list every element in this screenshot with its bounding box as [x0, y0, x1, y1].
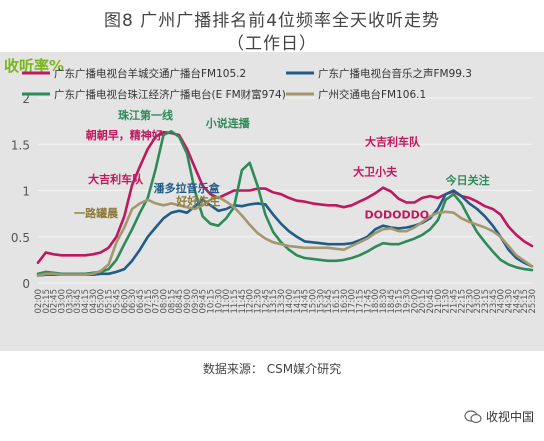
- chart-panel: [0, 52, 544, 351]
- x-tick-label: 16:15: [332, 289, 342, 314]
- annotation-label: 小说连播: [205, 116, 251, 130]
- x-tick-label: 09:30: [191, 289, 201, 314]
- y-tick-label: 2: [22, 92, 30, 106]
- x-tick-label: 12:45: [261, 289, 271, 314]
- annotation-label: 大吉利车队: [88, 172, 144, 186]
- x-tick-label: 06:30: [128, 289, 138, 314]
- legend-entry: 广东广播电视台羊城交通广播台FM105.2: [54, 67, 246, 80]
- line-chart: 00.511.5202:0002:1502:4503:0003:3003:450…: [11, 67, 538, 314]
- chart-subtitle: （工作日）: [227, 34, 317, 54]
- y-tick-label: 0: [22, 277, 30, 291]
- x-tick-label: 08:45: [175, 289, 185, 314]
- x-tick-label: 13:15: [269, 289, 279, 314]
- x-tick-label: 19:30: [403, 289, 413, 314]
- y-tick-label: 1.5: [11, 138, 30, 152]
- x-tick-label: 18:00: [371, 289, 381, 314]
- x-tick-label: 06:00: [120, 289, 130, 314]
- x-tick-label: 17:45: [363, 289, 373, 314]
- annotation-label: 潘多拉音乐盒: [154, 181, 221, 195]
- x-tick-label: 09:00: [183, 289, 193, 314]
- x-tick-label: 21:45: [450, 289, 460, 314]
- legend-entry: 广东广播电视台音乐之声FM99.3: [318, 67, 472, 80]
- x-tick-label: 25:15: [520, 289, 530, 314]
- x-tick-label: 03:00: [58, 289, 68, 314]
- x-tick-label: 02:15: [42, 289, 52, 314]
- annotation-label: 一路罐晨: [74, 206, 119, 220]
- x-tick-label: 10:30: [214, 289, 224, 314]
- y-tick-label: 0.5: [11, 231, 30, 245]
- data-source: 数据来源： CSM媒介研究: [202, 362, 342, 376]
- wechat-icon: [464, 409, 482, 423]
- x-tick-label: 15:00: [308, 289, 318, 314]
- x-tick-label: 05:15: [105, 289, 115, 314]
- x-tick-label: 20:00: [410, 289, 420, 314]
- x-tick-label: 11:15: [230, 289, 240, 314]
- x-tick-label: 20:45: [426, 289, 436, 314]
- annotation-label: DODODDO: [365, 209, 430, 222]
- series-line-4: [36, 195, 534, 277]
- watermark: 收视中国: [464, 408, 534, 425]
- x-tick-label: 03:45: [73, 289, 83, 314]
- x-tick-label: 24:30: [504, 289, 514, 314]
- x-tick-label: 13:30: [277, 289, 287, 314]
- x-tick-label: 21:30: [442, 289, 452, 314]
- x-tick-label: 20:15: [418, 289, 428, 314]
- annotation-label: 朝朝早，精神好: [86, 128, 163, 142]
- x-tick-label: 17:00: [348, 289, 358, 314]
- x-tick-label: 09:45: [199, 289, 209, 314]
- x-tick-label: 06:45: [136, 289, 146, 314]
- x-tick-label: 05:00: [97, 289, 107, 314]
- x-tick-label: 08:15: [167, 289, 177, 314]
- x-tick-label: 08:00: [159, 289, 169, 314]
- x-tick-label: 12:30: [254, 289, 264, 314]
- x-tick-label: 18:30: [379, 289, 389, 314]
- x-tick-label: 16:30: [340, 289, 350, 314]
- x-tick-label: 14:45: [301, 289, 311, 314]
- series-line-2: [36, 189, 534, 277]
- chart-title: 图8 广州广播排名前4位频率全天收听走势: [103, 11, 441, 31]
- legend-entry: 广东广播电视台珠江经济广播电台(E FM财富974): [54, 88, 286, 101]
- watermark-label: 收视中国: [485, 410, 534, 424]
- x-tick-label: 15:30: [316, 289, 326, 314]
- x-tick-label: 21:00: [434, 289, 444, 314]
- x-tick-label: 23:45: [489, 289, 499, 314]
- annotation-label: 今日关注: [445, 173, 490, 187]
- x-tick-label: 18:45: [387, 289, 397, 314]
- x-tick-label: 23:00: [473, 289, 483, 314]
- x-tick-label: 05:45: [112, 289, 122, 314]
- annotation-label: 大卫小夫: [353, 164, 398, 178]
- x-tick-label: 11:45: [238, 289, 248, 314]
- x-tick-label: 24:45: [512, 289, 522, 314]
- legend-entry: 广州交通电台FM106.1: [318, 88, 426, 101]
- x-tick-label: 07:15: [144, 289, 154, 314]
- x-tick-label: 22:15: [457, 289, 467, 314]
- x-tick-label: 11:00: [222, 289, 232, 314]
- x-tick-label: 14:15: [293, 289, 303, 314]
- annotation-label: 珠江第一线: [118, 108, 173, 122]
- x-tick-label: 22:30: [465, 289, 475, 314]
- x-tick-label: 10:15: [207, 289, 217, 314]
- x-tick-label: 02:00: [34, 289, 44, 314]
- x-tick-label: 17:15: [355, 289, 365, 314]
- y-axis-label: 收听率%: [4, 57, 65, 75]
- x-tick-label: 04:15: [81, 289, 91, 314]
- x-tick-label: 07:30: [152, 289, 162, 314]
- x-tick-label: 02:45: [50, 289, 60, 314]
- annotation-label: 大吉利车队: [365, 135, 421, 149]
- annotation-label: 好好先生: [175, 194, 220, 208]
- x-tick-label: 04:30: [89, 289, 99, 314]
- x-tick-label: 23:15: [481, 289, 491, 314]
- x-tick-label: 15:45: [324, 289, 334, 314]
- x-tick-label: 19:15: [395, 289, 405, 314]
- x-tick-label: 24:00: [497, 289, 507, 314]
- x-tick-label: 03:30: [65, 289, 75, 314]
- x-tick-label: 12:00: [246, 289, 256, 314]
- x-tick-label: 14:00: [285, 289, 295, 314]
- x-tick-label: 25:30: [528, 289, 538, 314]
- y-tick-label: 1: [22, 185, 30, 199]
